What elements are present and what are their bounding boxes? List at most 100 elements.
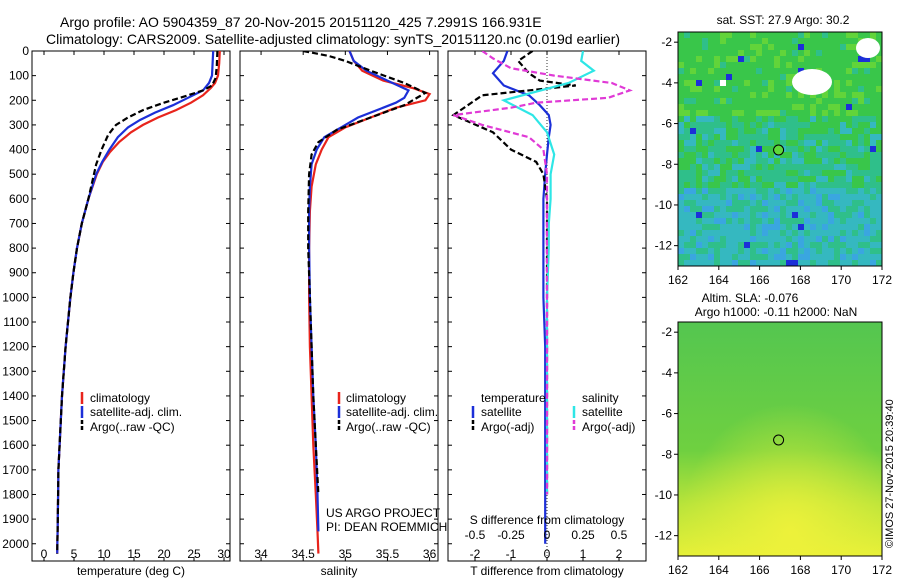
sst-cell [708, 68, 714, 74]
sst-cell [864, 80, 870, 86]
sst-cell [780, 188, 786, 194]
sst-cell [852, 170, 858, 176]
sst-cell [828, 50, 834, 56]
sst-cell [702, 200, 708, 206]
sst-cell [876, 224, 882, 230]
sst-cell [732, 218, 738, 224]
sst-cell [678, 62, 684, 68]
sst-cell [822, 140, 828, 146]
salinity-plot-frame [239, 50, 439, 562]
sst-cell [792, 50, 798, 56]
sst-cell [840, 164, 846, 170]
sst-cell [798, 50, 804, 56]
sst-cell [786, 248, 792, 254]
sst-cell [720, 182, 726, 188]
sst-cell [786, 44, 792, 50]
sst-cell [774, 104, 780, 110]
sst-cell [816, 158, 822, 164]
sst-cell [744, 218, 750, 224]
sst-cell [852, 110, 858, 116]
sst-cell [714, 128, 720, 134]
sst-cell [684, 182, 690, 188]
sst-cell [870, 242, 876, 248]
sst-cell [798, 128, 804, 134]
depth-tick-label: 0 [22, 44, 29, 58]
sst-cell [798, 248, 804, 254]
sst-cell [768, 176, 774, 182]
sst-cell [732, 62, 738, 68]
sst-cell [846, 116, 852, 122]
sst-cell [792, 230, 798, 236]
sst-cell [750, 254, 756, 260]
sst-cell [738, 50, 744, 56]
sst-cell [792, 116, 798, 122]
sst-cell [726, 152, 732, 158]
sst-cell [876, 254, 882, 260]
sst-cell [696, 32, 702, 38]
sst-cell [684, 122, 690, 128]
sst-cell [762, 80, 768, 86]
sst-cell [738, 260, 744, 266]
sst-cell [708, 188, 714, 194]
sst-cell [828, 206, 834, 212]
sst-cell [756, 98, 762, 104]
sst-cell [708, 224, 714, 230]
sst-cell [786, 206, 792, 212]
sst-cell [714, 182, 720, 188]
sst-cell [786, 242, 792, 248]
sst-cell [798, 38, 804, 44]
sst-cell [744, 110, 750, 116]
sst-cell [684, 230, 690, 236]
sst-cell [804, 92, 810, 98]
sst-cell [744, 104, 750, 110]
sst-cell [810, 224, 816, 230]
sst-cell [846, 134, 852, 140]
sst-cell [810, 218, 816, 224]
lon-tick-label: 170 [831, 273, 851, 287]
sst-cell [696, 80, 702, 86]
sst-cell [774, 200, 780, 206]
sst-cell [792, 188, 798, 194]
sst-cell [768, 158, 774, 164]
sst-cell [720, 68, 726, 74]
x-tick-label: 20 [157, 547, 171, 561]
sst-cell [762, 92, 768, 98]
sst-cell [762, 50, 768, 56]
sst-cell [798, 242, 804, 248]
sst-cell [762, 56, 768, 62]
sst-cell [702, 170, 708, 176]
sst-cell [840, 56, 846, 62]
sst-cell [696, 224, 702, 230]
sst-cell [678, 122, 684, 128]
sst-cell [678, 128, 684, 134]
sst-cell [834, 50, 840, 56]
sst-cell [750, 242, 756, 248]
sst-cell [810, 98, 816, 104]
sst-cell [678, 50, 684, 56]
sst-cell [702, 230, 708, 236]
sst-cell [858, 104, 864, 110]
sst-cell [858, 80, 864, 86]
sst-cell [792, 104, 798, 110]
sst-cell [780, 170, 786, 176]
sst-cell [762, 152, 768, 158]
sst-cell [798, 170, 804, 176]
sst-cell [876, 110, 882, 116]
sst-cell [684, 44, 690, 50]
sst-cell [690, 74, 696, 80]
sst-cell [840, 62, 846, 68]
sst-cell [762, 134, 768, 140]
sst-cell [870, 176, 876, 182]
sst-cell [738, 182, 744, 188]
sst-cell [726, 104, 732, 110]
sst-cell [870, 206, 876, 212]
sst-cell [762, 62, 768, 68]
sst-cell [846, 212, 852, 218]
sst-cell [726, 206, 732, 212]
sst-cell [834, 188, 840, 194]
sst-cell [774, 164, 780, 170]
sst-cell [750, 170, 756, 176]
difference-series [451, 51, 633, 544]
sst-cell [678, 56, 684, 62]
sst-cell [840, 110, 846, 116]
